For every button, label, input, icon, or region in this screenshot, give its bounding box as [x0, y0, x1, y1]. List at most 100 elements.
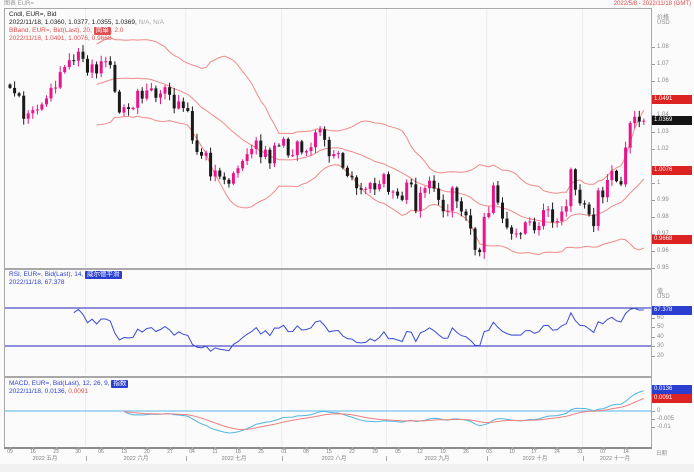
price-axis-tickmark	[652, 132, 655, 133]
rsi-axis-tickmark	[652, 346, 655, 347]
date-day-label: 10	[509, 449, 515, 455]
date-day-label: 27	[167, 449, 173, 455]
price-axis-tickmark	[652, 251, 655, 252]
date-day-label: 31	[577, 449, 583, 455]
date-day-label: 06	[98, 449, 104, 455]
rsi-axis-tick: 30	[657, 343, 664, 349]
macd-legend-values: 2022/11/18, 0.0136, 0.0091	[9, 388, 89, 395]
macd-signal-value: 0.0091	[68, 388, 89, 395]
candle-na-values: N/A, N/A	[136, 19, 164, 26]
macd-date: 2022/11/18,	[9, 388, 45, 395]
month-label: 2022 八月	[321, 456, 347, 462]
bband-legend-text: BBand, EUR=, Bid(Last), 20,	[9, 27, 94, 34]
rsi-legend-text: RSI, EUR=, Bid(Last), 14,	[9, 271, 86, 278]
rsi-axis-currency: USD	[657, 294, 670, 300]
date-day-label: 30	[75, 449, 81, 455]
bband-values: 2022/11/18, 1.0491, 1.0076, 0.9668	[9, 35, 112, 42]
date-day-label: 20	[144, 449, 150, 455]
rsi-smoothing-chip[interactable]: 威尔德平滑	[85, 271, 122, 279]
date-axis	[4, 447, 652, 466]
macd-badge: 0.0091	[652, 394, 692, 403]
macd-value: 0.0136	[44, 388, 65, 395]
price-axis-tick: 1.08	[657, 44, 669, 50]
date-day-label: 07	[600, 449, 606, 455]
price-axis-tick: 1.07	[657, 61, 669, 67]
macd-axis-tickmark	[652, 427, 655, 428]
month-label: 2022 六月	[123, 456, 149, 462]
price-axis-tickmark	[652, 200, 655, 201]
price-axis-caption: 价格	[657, 15, 670, 21]
date-day-label: 22	[349, 449, 355, 455]
price-axis-tickmark	[652, 149, 655, 150]
window-bottom-strip	[0, 464, 694, 472]
month-separator	[282, 456, 283, 461]
price-axis-tick: 0.99	[657, 197, 669, 203]
bband-legend-values: 2022/11/18, 1.0491, 1.0076, 0.9668	[9, 35, 164, 43]
price-axis-tick: 0.95	[657, 265, 669, 271]
price-axis-tickmark	[652, 81, 655, 82]
macd-matype-chip[interactable]: 指数	[111, 380, 129, 388]
date-day-label: 16	[30, 449, 36, 455]
macd-axis-tick: -0.01	[657, 424, 671, 430]
price-axis-tick: 0.98	[657, 214, 669, 220]
rsi-value: 2022/11/18, 67.378	[9, 279, 65, 286]
date-day-label: 11	[212, 449, 218, 455]
price-axis-tick: 1.02	[657, 146, 669, 152]
price-axis-tickmark	[652, 183, 655, 184]
bband-matype-chip[interactable]: 简单	[93, 27, 111, 35]
date-day-label: 18	[235, 449, 241, 455]
month-separator	[186, 456, 187, 461]
price-axis-tick: 1	[657, 180, 661, 186]
price-axis-currency: USD	[657, 20, 670, 26]
candle-legend-values: 2022/11/18, 1.0360, 1.0377, 1.0355, 1.03…	[9, 19, 164, 27]
price-axis-tick: 1.06	[657, 78, 669, 84]
rsi-axis-tick: 40	[657, 334, 664, 340]
month-label: 2022 五月	[32, 456, 58, 462]
date-day-label: 04	[189, 449, 195, 455]
chart-date-range: 2022/5/8 - 2022/11/18 (GMT)	[613, 1, 691, 7]
date-day-label: 25	[258, 449, 264, 455]
month-separator	[386, 456, 387, 461]
price-axis-tickmark	[652, 268, 655, 269]
rsi-legend: RSI, EUR=, Bid(Last), 14, 威尔德平滑 2022/11/…	[9, 271, 122, 287]
price-axis-tick: 0.97	[657, 231, 669, 237]
window-title: 图表 EUR=	[4, 1, 34, 7]
date-day-label: 03	[486, 449, 492, 455]
price-axis-tickmark	[652, 217, 655, 218]
price-axis-tick: 0.96	[657, 248, 669, 254]
macd-legend: MACD, EUR=, Bid(Last), 12, 26, 9, 指数 202…	[9, 380, 129, 396]
candle-ohlc-values: 2022/11/18, 1.0360, 1.0377, 1.0355, 1.03…	[9, 19, 137, 26]
date-day-label: 05	[395, 449, 401, 455]
price-badge: 1.0369	[652, 116, 692, 125]
rsi-axis-tick: 20	[657, 353, 664, 359]
price-axis-tick: 1.03	[657, 129, 669, 135]
bband-legend-suffix: , 2.0	[110, 27, 124, 34]
month-label: 2022 七月	[221, 456, 247, 462]
rsi-legend-title: RSI, EUR=, Bid(Last), 14, 威尔德平滑	[9, 271, 122, 279]
candle-legend-title: Cndl, EUR=, Bid	[9, 11, 164, 19]
bband-legend-title: BBand, EUR=, Bid(Last), 20, 简单, 2.0	[9, 27, 164, 35]
candle-legend-text: Cndl, EUR=, Bid	[9, 11, 57, 18]
price-badge: 1.0491	[652, 95, 692, 104]
month-label: 2022 十月	[522, 456, 548, 462]
month-separator	[583, 456, 584, 461]
date-day-label: 19	[440, 449, 446, 455]
date-day-label: 23	[53, 449, 59, 455]
date-day-label: 08	[303, 449, 309, 455]
macd-axis-tick: 0	[657, 408, 661, 414]
price-axis-tickmark	[652, 47, 655, 48]
macd-badge: 0.0136	[652, 385, 692, 394]
month-separator	[86, 456, 87, 461]
date-axis-caption: 日期	[656, 451, 668, 457]
rsi-axis-tick: 60	[657, 315, 664, 321]
month-label: 2022 十一月	[599, 456, 631, 462]
rsi-badge: 67.378	[652, 306, 692, 315]
month-label: 2022 九月	[424, 456, 450, 462]
rsi-axis-tickmark	[652, 327, 655, 328]
date-day-label: 09	[7, 449, 13, 455]
date-day-label: 13	[121, 449, 127, 455]
rsi-axis-tick: 50	[657, 324, 664, 330]
macd-axis-tickmark	[652, 419, 655, 420]
